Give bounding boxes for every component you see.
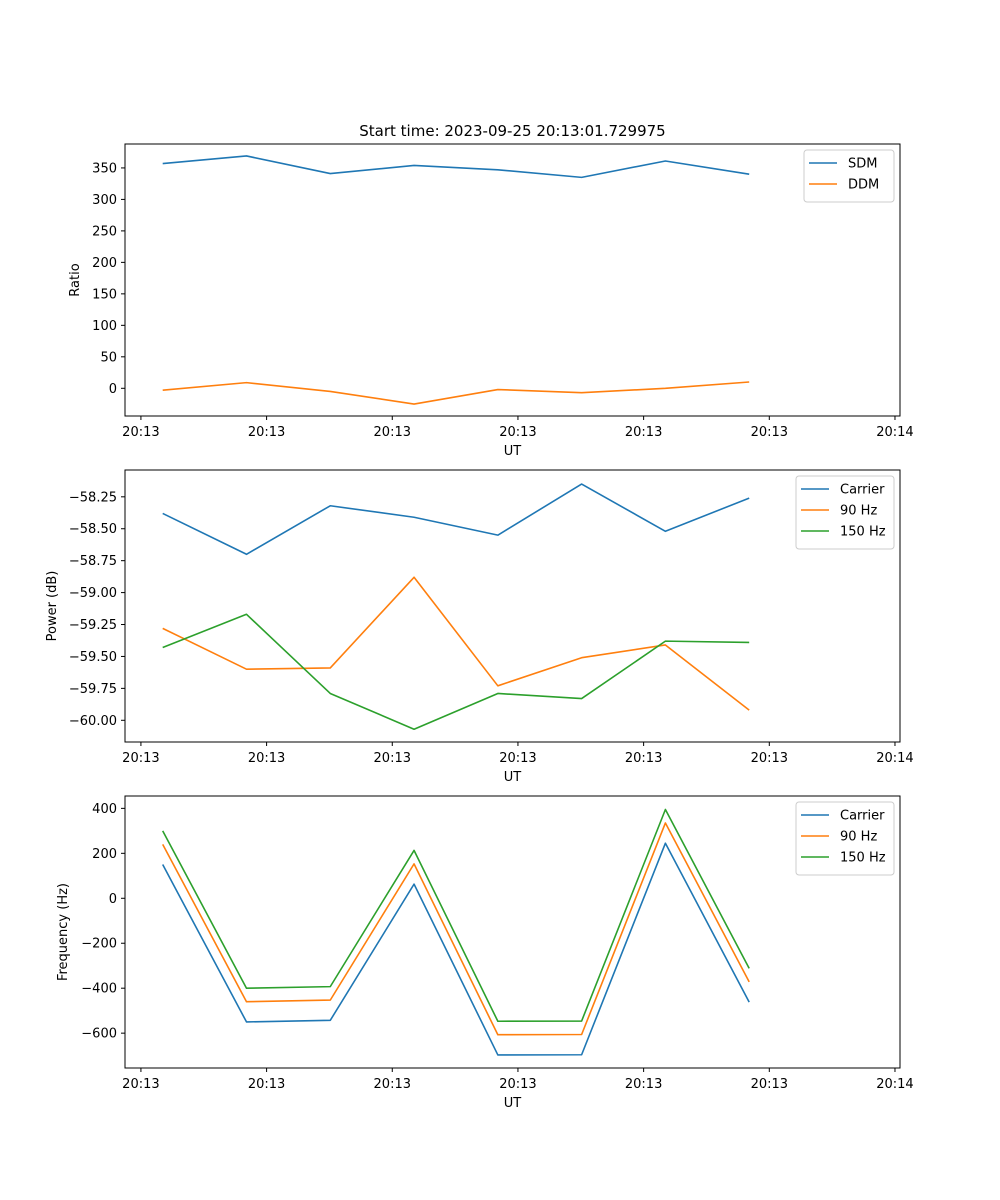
chart-title: Start time: 2023-09-25 20:13:01.729975 — [359, 122, 665, 140]
y-axis-label: Power (dB) — [45, 571, 60, 642]
x-tick-label: 20:13 — [499, 425, 536, 440]
x-tick-label: 20:13 — [248, 425, 285, 440]
y-tick-label: −200 — [81, 937, 117, 952]
subplot-2: 20:13 20:13 20:13 20:13 20:13 20:13 20:14 −60.0… — [45, 469, 914, 785]
series-line-sdm — [162, 155, 750, 179]
x-tick-label: 20:13 — [625, 1077, 662, 1092]
series-line-carrier — [161, 842, 750, 1056]
y-tick-label: −58.25 — [69, 490, 117, 505]
series-line-carrier — [162, 483, 750, 556]
x-tick-label: 20:14 — [876, 751, 913, 766]
legend-label: Carrier — [840, 483, 885, 498]
x-tick-label: 20:13 — [751, 425, 788, 440]
x-tick-label: 20:13 — [499, 751, 536, 766]
y-tick-label: −59.75 — [69, 682, 117, 697]
legend-label: Carrier — [840, 809, 885, 824]
y-tick-label: 0 — [109, 892, 117, 907]
y-axis-label: Frequency (Hz) — [56, 883, 71, 981]
x-tick-label: 20:13 — [751, 751, 788, 766]
x-tick-label: 20:13 — [374, 751, 411, 766]
x-axis-label: UT — [504, 1096, 522, 1111]
y-tick-label: 0 — [109, 382, 117, 397]
y-tick-label: 250 — [92, 224, 117, 239]
x-tick-label: 20:13 — [122, 1077, 159, 1092]
y-tick-label: −58.50 — [69, 522, 117, 537]
legend: SDM DDM — [803, 149, 895, 203]
x-tick-label: 20:13 — [122, 751, 159, 766]
x-axis-label: UT — [504, 770, 522, 785]
x-tick-label: 20:13 — [751, 1077, 788, 1092]
subplot-1: Start time: 2023-09-25 20:13:01.729975 20… — [68, 122, 914, 459]
x-tick-label: 20:13 — [122, 425, 159, 440]
x-tick-label: 20:14 — [876, 425, 913, 440]
plot-area-frame — [124, 469, 901, 743]
y-tick-label: −58.75 — [69, 554, 117, 569]
series-line-150-hz — [161, 808, 750, 1023]
subplot-3: 20:13 20:13 20:13 20:13 20:13 20:13 20:14 −600 −… — [56, 795, 914, 1111]
y-tick-label: 150 — [92, 287, 117, 302]
y-tick-label: 100 — [92, 319, 117, 334]
y-tick-label: −400 — [81, 982, 117, 997]
y-tick-label: −600 — [81, 1027, 117, 1042]
legend-label: 90 Hz — [840, 830, 877, 845]
legend-label: SDM — [848, 157, 877, 172]
x-tick-label: 20:13 — [374, 425, 411, 440]
y-tick-label: −59.25 — [69, 618, 117, 633]
x-tick-label: 20:14 — [876, 1077, 913, 1092]
legend-label: DDM — [848, 178, 879, 193]
y-axis-label: Ratio — [68, 263, 83, 296]
legend-label: 150 Hz — [840, 525, 886, 540]
x-axis-label: UT — [504, 444, 522, 459]
series-line-90-hz — [162, 576, 750, 711]
x-tick-label: 20:13 — [248, 751, 285, 766]
y-tick-label: −59.00 — [69, 586, 117, 601]
y-tick-label: −59.50 — [69, 650, 117, 665]
legend: Carrier 90 Hz 150 Hz — [795, 801, 895, 876]
x-tick-label: 20:13 — [374, 1077, 411, 1092]
legend: Carrier 90 Hz 150 Hz — [795, 475, 895, 550]
x-tick-label: 20:13 — [625, 751, 662, 766]
series-line-150-hz — [162, 613, 750, 731]
legend-label: 150 Hz — [840, 851, 886, 866]
y-tick-label: 300 — [92, 193, 117, 208]
x-tick-label: 20:13 — [499, 1077, 536, 1092]
plot-area-frame — [124, 143, 901, 417]
series-line-ddm — [162, 381, 750, 405]
x-tick-label: 20:13 — [248, 1077, 285, 1092]
y-tick-label: 50 — [100, 350, 117, 365]
y-tick-label: −60.00 — [69, 714, 117, 729]
y-tick-label: 350 — [92, 161, 117, 176]
x-tick-label: 20:13 — [625, 425, 662, 440]
y-tick-label: 400 — [92, 802, 117, 817]
legend-label: 90 Hz — [840, 504, 877, 519]
plot-area-frame — [124, 795, 901, 1069]
y-tick-label: 200 — [92, 847, 117, 862]
series-line-90-hz — [161, 822, 750, 1036]
y-tick-label: 200 — [92, 256, 117, 271]
